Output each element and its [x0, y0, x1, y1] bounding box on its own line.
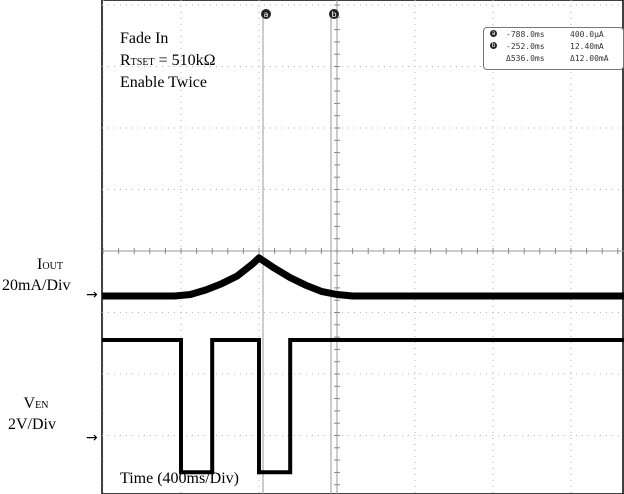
cursor-a-time: -788.0ms [506, 30, 545, 39]
series-ven-line [102, 338, 624, 475]
cursor-marker-label: a [264, 10, 269, 19]
cursor-readout-box: a -788.0ms 400.0µA b -252.0ms 12.40mA Δ5… [483, 27, 624, 70]
x-axis-label: Time (400ms/Div) [120, 470, 239, 487]
cursor-b-row: b -252.0ms 12.40mA [484, 42, 624, 53]
cursor-delta-row: Δ536.0ms Δ12.00mA [484, 54, 624, 65]
iout-name-main: I [37, 256, 43, 273]
title-line-fade-in: Fade In [120, 30, 169, 47]
cursor-delta-value: Δ12.00mA [570, 54, 609, 63]
ven-ground-arrow-icon: → [86, 430, 98, 446]
rset-label-sub: TSET [130, 57, 155, 68]
channel-iout-scale: 20mA/Div [2, 277, 71, 294]
cursor-b-badge: b [490, 42, 497, 49]
channel-ven-name: VEN [6, 395, 66, 413]
rset-label: RTSET = 510kΩ [120, 52, 215, 70]
ven-name-sub: EN [35, 400, 49, 411]
channel-iout-name: IOUT [20, 256, 80, 274]
iout-ground-arrow-icon: → [86, 287, 98, 303]
cursor-delta-time: Δ536.0ms [506, 54, 545, 63]
cursor-marker-label: b [331, 10, 336, 19]
cursor-a-value: 400.0µA [570, 30, 604, 39]
title-line-enable-twice: Enable Twice [120, 74, 207, 91]
cursor-marker-icon [261, 9, 271, 19]
cursor-a-badge: a [490, 30, 497, 37]
channel-ven-scale: 2V/Div [8, 416, 56, 433]
cursor-a-row: a -788.0ms 400.0µA [484, 30, 624, 41]
cursor-b-value: 12.40mA [570, 42, 604, 51]
cursor-b-time: -252.0ms [506, 42, 545, 51]
series-iout-line [102, 254, 624, 300]
ven-name-main: V [23, 395, 36, 412]
rset-label-main: R [120, 52, 131, 69]
rset-label-rest: = 510kΩ [154, 52, 216, 69]
cursor-marker-icon [329, 9, 339, 19]
iout-name-sub: OUT [42, 261, 63, 272]
plot-border [101, 0, 624, 494]
